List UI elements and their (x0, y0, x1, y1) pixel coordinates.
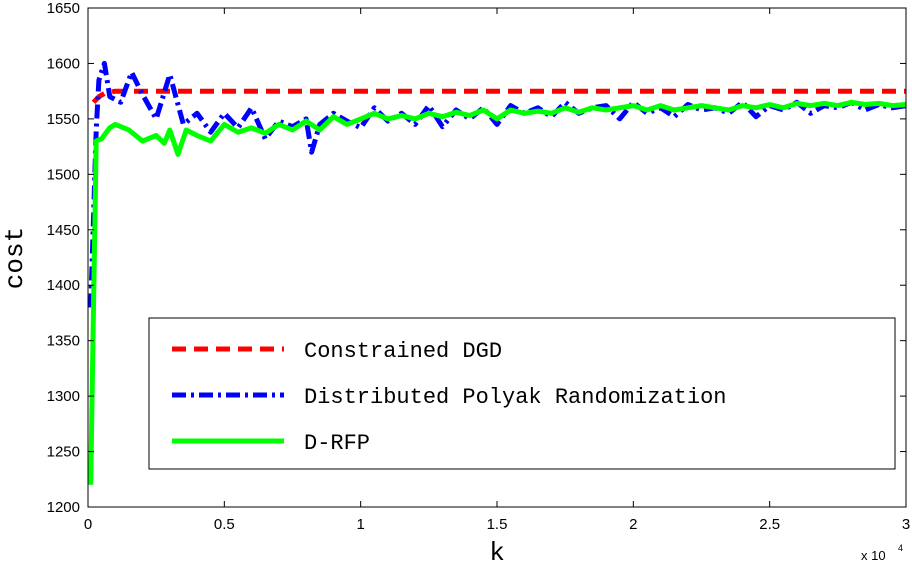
y-axis: 1200 1250 1300 1350 1400 1450 1500 1550 1600 1650 (47, 0, 906, 516)
y-axis-label: cost (0, 227, 30, 289)
x-axis-label: k (489, 538, 505, 568)
x-tick-label: 2 (629, 516, 637, 533)
y-tick-label: 1350 (47, 333, 80, 350)
legend-label-3: D-RFP (304, 431, 370, 456)
legend-label-2: Distributed Polyak Randomization (304, 385, 726, 410)
legend-label-1: Constrained DGD (304, 339, 502, 364)
x-multiplier-base: x 10 (861, 548, 886, 563)
legend: Constrained DGD Distributed Polyak Random… (148, 317, 896, 470)
x-tick-label: 3 (902, 516, 910, 533)
x-multiplier-exponent: 4 (898, 543, 903, 553)
x-tick-label: 0.5 (214, 516, 235, 533)
y-tick-label: 1300 (47, 388, 80, 405)
series-layer (88, 60, 906, 485)
x-axis: 0 0.5 1 1.5 2 2.5 3 (84, 8, 910, 533)
y-tick-label: 1250 (47, 444, 80, 461)
y-tick-label: 1500 (47, 166, 80, 183)
y-tick-label: 1600 (47, 55, 80, 72)
series-line-1 (91, 88, 906, 105)
x-tick-label: 1 (356, 516, 364, 533)
x-axis-multiplier: x 10 4 (861, 543, 903, 563)
x-tick-label: 1.5 (487, 516, 508, 533)
x-tick-label: 0 (84, 516, 92, 533)
series-line-2 (88, 60, 906, 308)
y-tick-label: 1550 (47, 111, 80, 128)
series-line-3 (88, 99, 906, 485)
y-tick-label: 1400 (47, 277, 80, 294)
y-tick-label: 1450 (47, 222, 80, 239)
y-tick-label: 1650 (47, 0, 80, 17)
x-tick-label: 2.5 (759, 516, 780, 533)
y-tick-label: 1200 (47, 499, 80, 516)
